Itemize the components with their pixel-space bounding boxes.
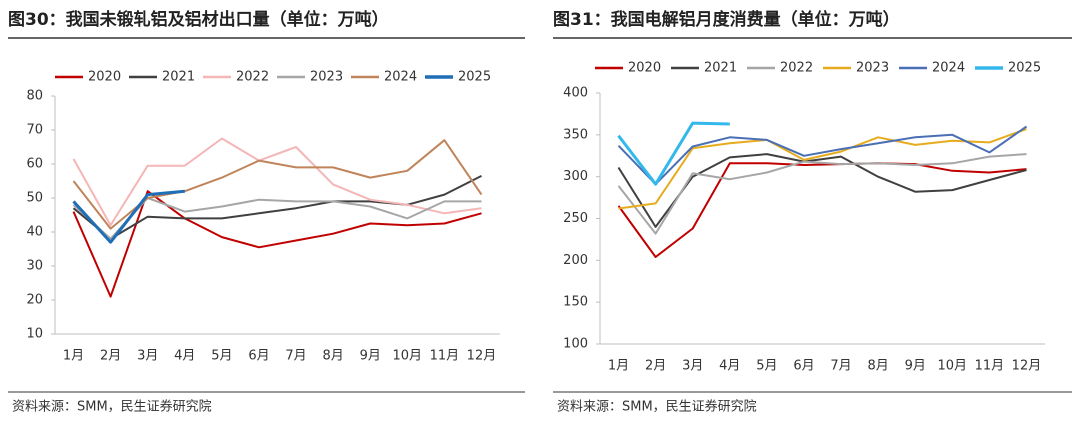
x-tick-label: 4月 — [719, 359, 740, 374]
y-tick-label: 80 — [26, 89, 43, 104]
x-tick-label: 6月 — [248, 349, 269, 364]
y-tick-label: 300 — [563, 169, 588, 184]
series-line — [617, 125, 1028, 186]
x-tick-label: 6月 — [793, 359, 814, 374]
y-tick-label: 60 — [26, 157, 43, 172]
y-tick-label: 10 — [26, 327, 43, 342]
x-tick-label: 3月 — [682, 359, 703, 374]
x-tick-label: 9月 — [905, 359, 926, 374]
legend-label: 2021 — [162, 70, 195, 85]
x-tick-label: 10月 — [393, 349, 423, 364]
legend-label: 2022 — [236, 70, 269, 85]
x-tick-label: 1月 — [608, 359, 629, 374]
y-tick-label: 20 — [26, 293, 43, 308]
legend-label: 2024 — [384, 70, 417, 85]
legend-label: 2021 — [704, 61, 737, 76]
series-line — [72, 197, 482, 240]
x-tick-label: 5月 — [756, 359, 777, 374]
y-tick-label: 250 — [563, 211, 588, 226]
x-tick-label: 10月 — [938, 359, 968, 374]
legend-label: 2020 — [628, 61, 661, 76]
chart-title: 图30：我国未锻轧铝及铝材出口量（单位：万吨） — [8, 9, 389, 30]
series-line — [72, 190, 482, 298]
x-tick-label: 8月 — [867, 359, 888, 374]
y-tick-label: 200 — [563, 253, 588, 268]
y-tick-label: 40 — [26, 225, 43, 240]
source: 资料来源：SMM，民生证券研究院 — [557, 399, 757, 415]
legend-label: 2025 — [1008, 61, 1041, 76]
legend-label: 2023 — [310, 70, 343, 85]
legend-label: 2023 — [856, 61, 889, 76]
series-line — [72, 137, 482, 227]
x-tick-label: 7月 — [830, 359, 851, 374]
legend-label: 2020 — [88, 70, 121, 85]
x-tick-label: 7月 — [285, 349, 306, 364]
y-tick-label: 150 — [563, 295, 588, 310]
y-tick-label: 400 — [563, 86, 588, 101]
x-tick-label: 2月 — [645, 359, 666, 374]
x-tick-label: 11月 — [430, 349, 460, 364]
series-line — [72, 189, 185, 244]
y-tick-label: 50 — [26, 191, 43, 206]
x-tick-label: 2月 — [100, 349, 121, 364]
series-line — [617, 153, 1027, 235]
series-line — [72, 175, 482, 240]
legend-label: 2022 — [780, 61, 813, 76]
x-tick-label: 12月 — [467, 349, 497, 364]
x-tick-label: 5月 — [211, 349, 232, 364]
y-tick-label: 70 — [26, 123, 43, 138]
x-tick-label: 9月 — [360, 349, 381, 364]
series-line — [618, 128, 1027, 210]
series-line — [617, 162, 1027, 258]
x-tick-label: 12月 — [1012, 359, 1042, 374]
source: 资料来源：SMM，民生证券研究院 — [12, 399, 212, 415]
x-tick-label: 4月 — [174, 349, 195, 364]
x-tick-label: 1月 — [63, 349, 84, 364]
x-tick-label: 11月 — [975, 359, 1005, 374]
y-tick-label: 30 — [26, 259, 43, 274]
x-tick-label: 3月 — [137, 349, 158, 364]
x-tick-label: 8月 — [322, 349, 343, 364]
y-tick-label: 350 — [563, 127, 588, 142]
legend-label: 2024 — [932, 61, 965, 76]
y-tick-label: 100 — [563, 337, 588, 352]
series-line — [617, 121, 730, 186]
chart-title: 图31：我国电解铝月度消费量（单位：万吨） — [553, 9, 900, 30]
legend-label: 2025 — [458, 70, 491, 85]
